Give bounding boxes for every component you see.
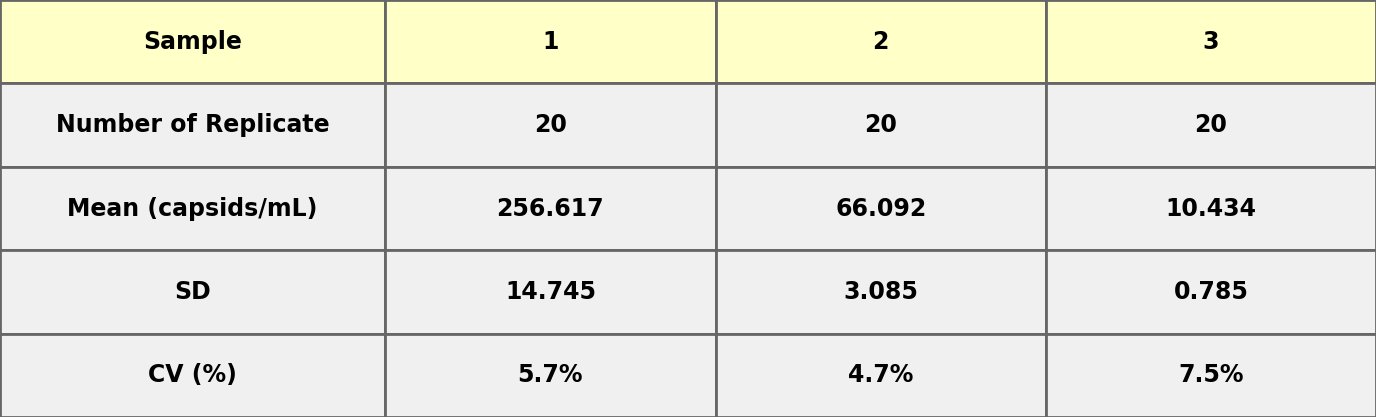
Text: 7.5%: 7.5% bbox=[1178, 363, 1244, 387]
Text: 20: 20 bbox=[864, 113, 897, 137]
Bar bbox=[1046, 167, 1376, 250]
Bar bbox=[1046, 334, 1376, 417]
Text: 10.434: 10.434 bbox=[1165, 196, 1256, 221]
Bar bbox=[716, 167, 1046, 250]
Bar bbox=[0, 83, 385, 167]
Bar bbox=[0, 167, 385, 250]
Text: Mean (capsids/mL): Mean (capsids/mL) bbox=[67, 196, 318, 221]
Text: 5.7%: 5.7% bbox=[517, 363, 583, 387]
Bar bbox=[385, 83, 716, 167]
Bar bbox=[716, 0, 1046, 83]
Text: 3.085: 3.085 bbox=[843, 280, 918, 304]
Text: 1: 1 bbox=[542, 30, 559, 54]
Text: SD: SD bbox=[175, 280, 211, 304]
Bar bbox=[0, 250, 385, 334]
Text: 14.745: 14.745 bbox=[505, 280, 596, 304]
Bar bbox=[0, 334, 385, 417]
Bar bbox=[1046, 250, 1376, 334]
Text: Number of Replicate: Number of Replicate bbox=[56, 113, 329, 137]
Text: CV (%): CV (%) bbox=[149, 363, 237, 387]
Text: 4.7%: 4.7% bbox=[848, 363, 914, 387]
Bar bbox=[716, 83, 1046, 167]
Bar bbox=[0, 0, 385, 83]
Bar bbox=[1046, 0, 1376, 83]
Text: 20: 20 bbox=[534, 113, 567, 137]
Text: 256.617: 256.617 bbox=[497, 196, 604, 221]
Text: 66.092: 66.092 bbox=[835, 196, 926, 221]
Text: 2: 2 bbox=[872, 30, 889, 54]
Text: 3: 3 bbox=[1203, 30, 1219, 54]
Text: 20: 20 bbox=[1194, 113, 1227, 137]
Bar bbox=[1046, 83, 1376, 167]
Text: Sample: Sample bbox=[143, 30, 242, 54]
Bar bbox=[385, 167, 716, 250]
Bar bbox=[385, 0, 716, 83]
Bar bbox=[385, 250, 716, 334]
Bar bbox=[716, 334, 1046, 417]
Text: 0.785: 0.785 bbox=[1174, 280, 1248, 304]
Bar bbox=[385, 334, 716, 417]
Bar bbox=[716, 250, 1046, 334]
